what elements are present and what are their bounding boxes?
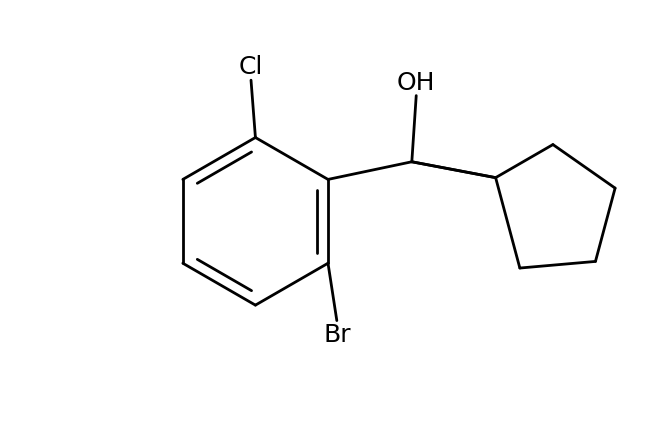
Text: OH: OH xyxy=(397,71,436,95)
Text: Cl: Cl xyxy=(239,55,263,79)
Text: Br: Br xyxy=(323,322,351,346)
